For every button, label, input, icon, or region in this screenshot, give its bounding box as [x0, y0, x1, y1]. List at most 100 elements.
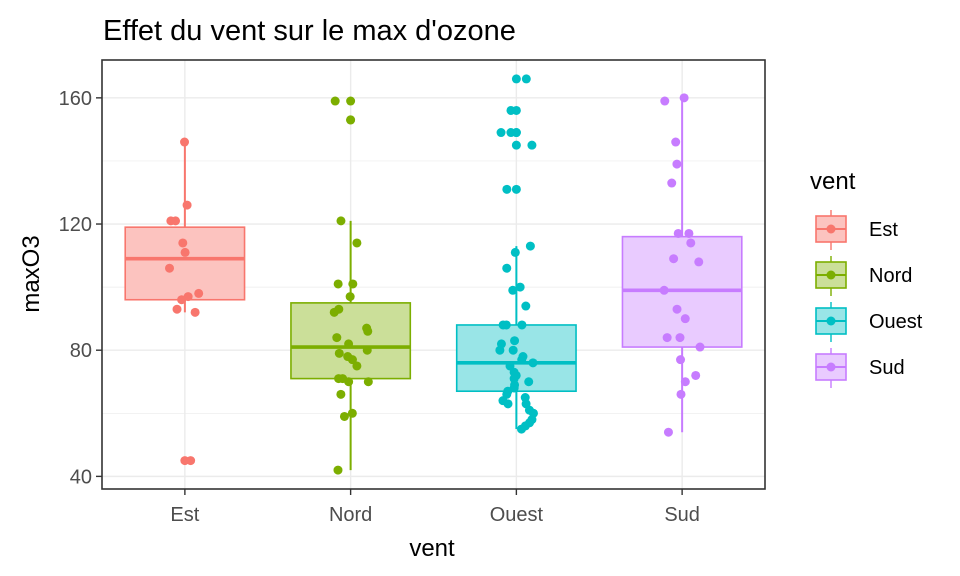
x-tick-label: Nord: [329, 504, 372, 526]
data-point: [334, 374, 344, 384]
box-group-sud: [621, 93, 743, 437]
data-point: [673, 228, 683, 238]
y-axis-title: maxO3: [18, 235, 45, 312]
data-point: [362, 345, 372, 355]
data-point: [667, 178, 677, 188]
data-point: [339, 411, 349, 421]
box-group-nord: [290, 96, 412, 475]
data-point: [344, 377, 354, 387]
data-point: [190, 307, 200, 317]
data-point: [662, 333, 672, 343]
data-point: [178, 238, 188, 248]
data-point: [659, 285, 669, 295]
legend-entry-nord: Nord: [815, 256, 912, 296]
outlier-point: [511, 74, 521, 84]
data-point: [679, 93, 689, 103]
data-point: [691, 370, 701, 380]
data-point: [672, 159, 682, 169]
box-iqr: [124, 226, 246, 301]
data-point: [352, 361, 362, 371]
data-point: [660, 96, 670, 106]
data-point: [502, 184, 512, 194]
data-point: [695, 342, 705, 352]
data-point: [669, 254, 679, 264]
data-point: [672, 304, 682, 314]
data-point: [180, 137, 190, 147]
data-point: [671, 137, 681, 147]
legend-key-point: [826, 270, 836, 280]
data-point: [506, 128, 516, 138]
legend-label: Sud: [869, 357, 905, 379]
data-point: [172, 304, 182, 314]
data-point: [165, 263, 175, 273]
data-point: [676, 389, 686, 399]
data-point: [186, 456, 196, 466]
data-point: [194, 288, 204, 298]
data-point: [501, 320, 511, 330]
legend-entry-ouest: Ouest: [815, 302, 923, 342]
data-point: [525, 241, 535, 251]
data-point: [177, 295, 187, 305]
data-point: [517, 320, 527, 330]
data-point: [182, 200, 192, 210]
x-axis-title: vent: [409, 535, 455, 562]
data-point: [496, 128, 506, 138]
data-point: [502, 263, 512, 273]
legend-title: vent: [810, 168, 856, 195]
data-point: [510, 336, 520, 346]
data-point: [676, 355, 686, 365]
legend-key-point: [826, 362, 836, 372]
data-point: [694, 257, 704, 267]
chart-title: Effet du vent sur le max d'ozone: [103, 15, 516, 47]
box-group-est: [124, 137, 246, 466]
panel-border: [101, 59, 766, 490]
data-point: [510, 247, 520, 257]
data-point: [363, 377, 373, 387]
data-point: [347, 355, 357, 365]
data-point: [516, 424, 526, 434]
x-tick-label: Est: [170, 504, 199, 526]
data-point: [663, 427, 673, 437]
data-point: [171, 216, 181, 226]
x-tick-label: Ouest: [490, 504, 544, 526]
data-point: [521, 74, 531, 84]
data-point: [336, 389, 346, 399]
data-point: [686, 238, 696, 248]
data-point: [348, 279, 358, 289]
data-point: [675, 333, 685, 343]
data-point: [363, 326, 373, 336]
data-point: [527, 140, 537, 150]
box-group-ouest: [455, 74, 577, 434]
data-point: [180, 247, 190, 257]
data-point: [503, 399, 513, 409]
plot-panel: 40 80 120 160 Est Nord Ouest Sud: [59, 59, 766, 526]
data-point: [347, 408, 357, 418]
data-point: [680, 314, 690, 324]
data-point: [332, 333, 342, 343]
data-point: [508, 285, 518, 295]
data-point: [528, 358, 538, 368]
data-point: [680, 377, 690, 387]
legend-entry-est: Est: [815, 210, 898, 250]
data-point: [515, 282, 525, 292]
outlier-point: [511, 140, 521, 150]
data-point: [346, 115, 356, 125]
data-point: [517, 355, 527, 365]
legend-entry-sud: Sud: [815, 348, 905, 388]
data-point: [333, 279, 343, 289]
legend-label: Est: [869, 219, 898, 241]
legend-key-point: [826, 224, 836, 234]
data-point: [336, 216, 346, 226]
data-point: [495, 345, 505, 355]
data-point: [334, 348, 344, 358]
data-point: [345, 292, 355, 302]
legend-label: Nord: [869, 265, 912, 287]
outlier-point: [511, 184, 521, 194]
data-point: [329, 307, 339, 317]
legend: vent Est Nord Ouest Sud: [810, 168, 923, 388]
y-tick-label: 40: [70, 466, 92, 488]
data-point: [521, 301, 531, 311]
y-tick-label: 160: [59, 88, 92, 110]
